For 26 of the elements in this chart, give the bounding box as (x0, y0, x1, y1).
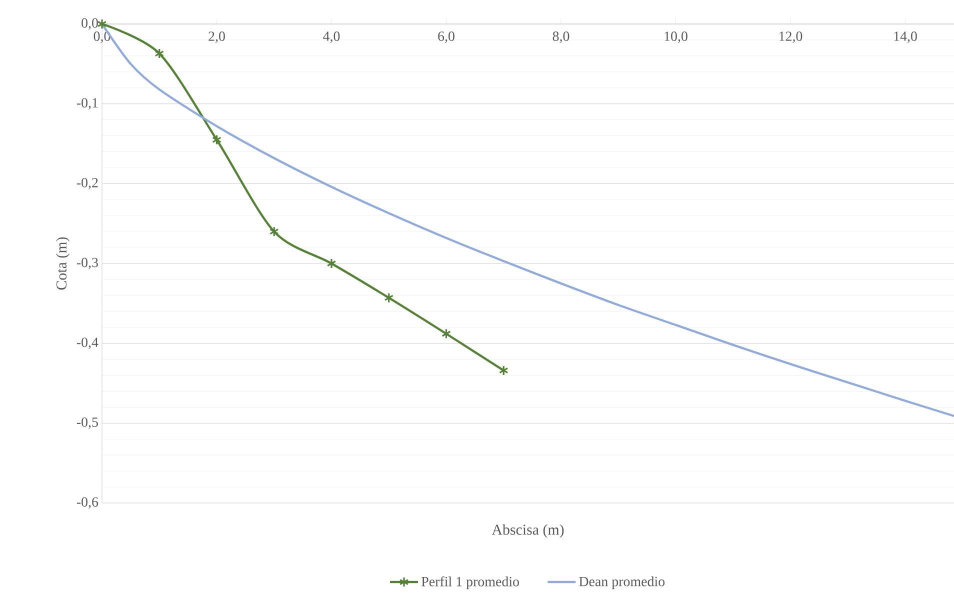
y-tick-label: -0,4 (76, 338, 98, 350)
y-axis-title: Cota (m) (56, 237, 70, 290)
point (442, 328, 451, 340)
point (326, 258, 336, 269)
x-tick-label: 2,0 (208, 32, 225, 43)
y-tick-label: -0,3 (76, 258, 98, 270)
y-tick-label: -0,2 (76, 178, 98, 190)
x-tick-label: 12,0 (780, 32, 802, 43)
y-tick-label: -0,1 (76, 98, 98, 110)
x-axis-title: Abscisa (m) (492, 524, 564, 538)
point (269, 226, 279, 237)
x-tick-label: 6,0 (438, 32, 454, 43)
point (498, 365, 508, 376)
legend-label: Dean promedio (579, 576, 665, 590)
x-tick-label: 4,0 (323, 32, 340, 43)
y-tick-label: -0,5 (76, 417, 98, 429)
x-tick-label: 14,0 (894, 32, 917, 43)
point (384, 292, 394, 304)
y-tick-label: -0,6 (76, 497, 98, 509)
point (97, 18, 107, 30)
point (212, 134, 222, 146)
x-tick-label: 8,0 (552, 32, 570, 43)
legend-label: Perfil 1 promedio (422, 576, 519, 590)
y-tick-label: 0,0 (82, 18, 98, 30)
point (154, 48, 164, 59)
x-tick-label: 10,0 (664, 32, 688, 43)
